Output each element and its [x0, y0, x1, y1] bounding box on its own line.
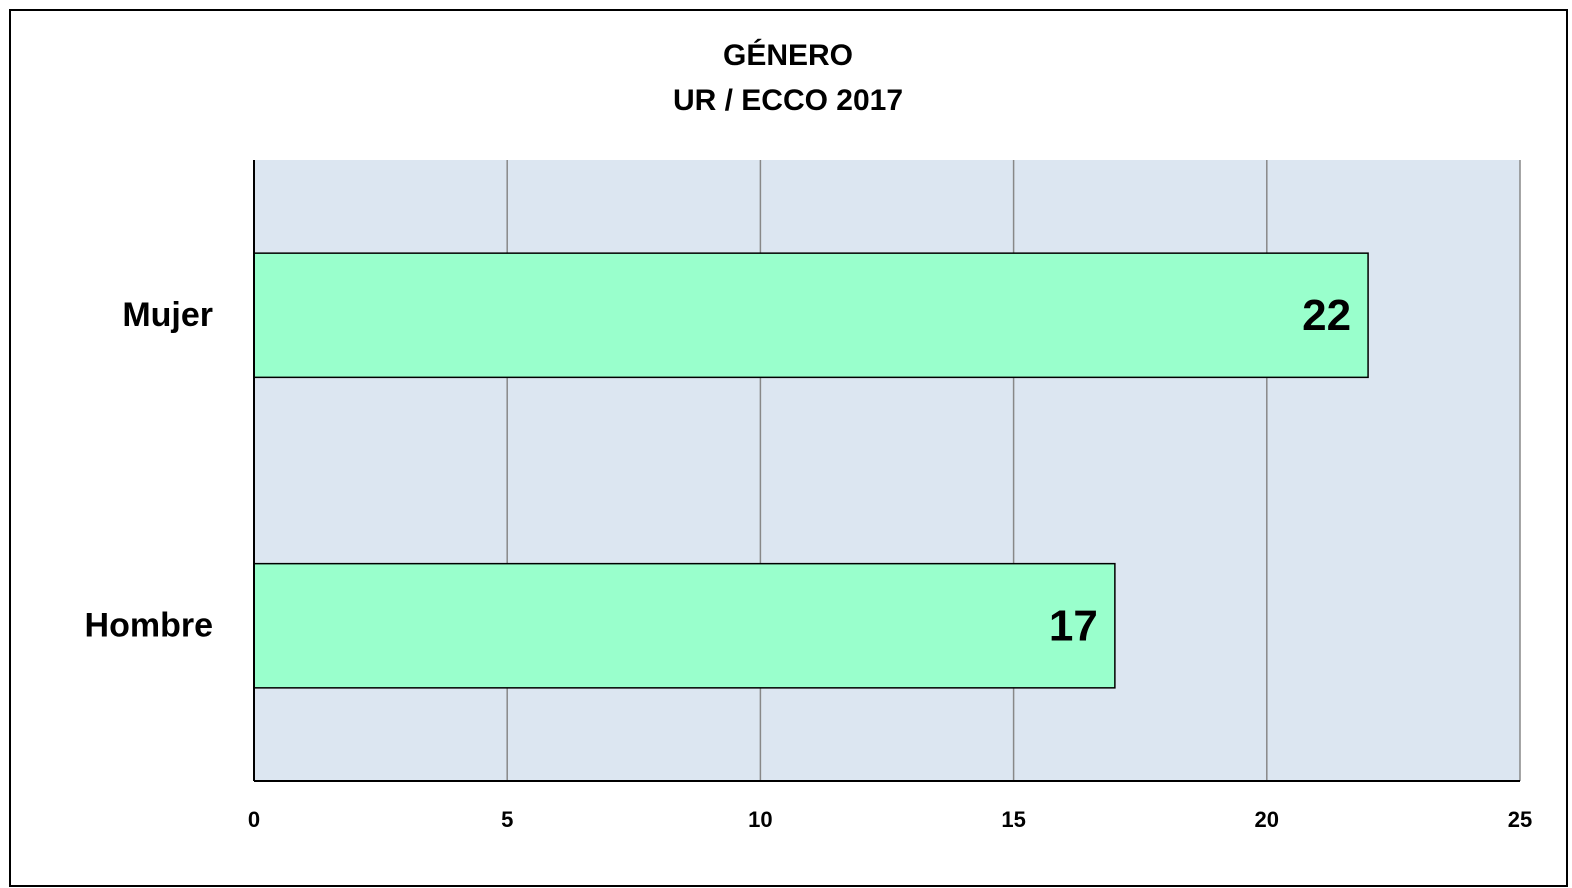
bar [253, 562, 1116, 689]
data-label: 22 [1302, 291, 1351, 340]
x-tick-label: 20 [1255, 807, 1279, 832]
bar [253, 252, 1369, 379]
x-tick-label: 25 [1508, 807, 1532, 832]
data-label: 17 [1049, 601, 1098, 650]
y-tick-label: Hombre [85, 607, 213, 645]
y-tick-label: Mujer [122, 296, 213, 334]
chart-subtitle: UR / ECCO 2017 [673, 84, 903, 117]
chart-title: GÉNERO [723, 38, 853, 72]
x-tick-label: 15 [1001, 807, 1025, 832]
x-tick-label: 5 [501, 807, 513, 832]
x-tick-label: 0 [248, 807, 260, 832]
x-tick-label: 10 [748, 807, 772, 832]
